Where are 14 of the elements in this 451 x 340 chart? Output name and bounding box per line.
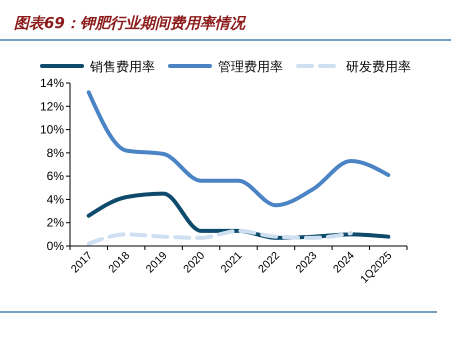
legend-label: 管理费用率: [218, 59, 283, 75]
y-tick-label: 0%: [46, 239, 64, 253]
y-tick-label: 4%: [46, 192, 64, 206]
line-series: [86, 90, 390, 208]
y-tick-label: 8%: [46, 146, 64, 160]
legend-label: 销售费用率: [89, 59, 155, 75]
y-tick-label: 2%: [46, 216, 64, 230]
y-tick-label: 10%: [40, 122, 64, 137]
legend-label: 研发费用率: [346, 59, 411, 75]
y-tick-label: 12%: [40, 99, 64, 114]
chart-title: 图表69：钾肥行业期间费用率情况: [14, 14, 247, 32]
y-tick-label: 6%: [46, 169, 64, 184]
y-tick-label: 14%: [40, 76, 64, 90]
line-series: [86, 228, 353, 246]
